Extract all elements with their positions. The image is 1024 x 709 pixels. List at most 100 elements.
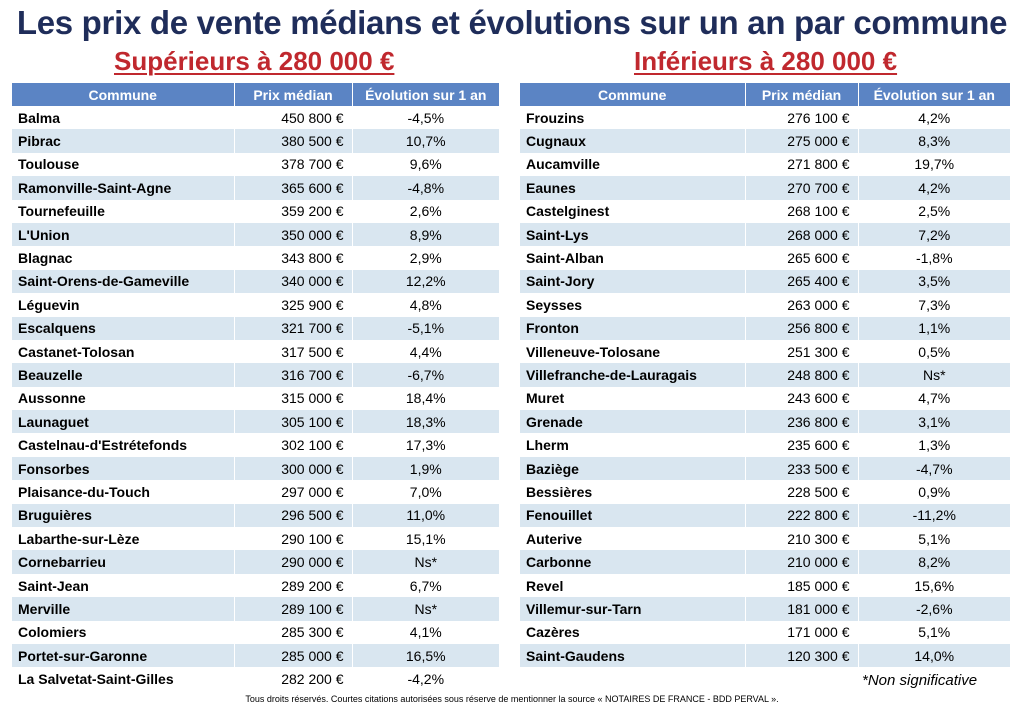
- median-price-cell: 317 500 €: [234, 339, 353, 364]
- commune-cell: Launaguet: [12, 410, 235, 434]
- table-row: Villemur-sur-Tarn 181 000 € -2,6%: [520, 597, 1010, 621]
- table-row: Pibrac 380 500 €10,7%: [12, 129, 499, 153]
- table-row: Castelginest 268 100 €2,5%: [520, 199, 1010, 223]
- commune-cell: Aucamville: [520, 152, 746, 177]
- evolution-cell: 4,2%: [858, 176, 1010, 200]
- commune-cell: Baziège: [520, 456, 746, 481]
- median-price-cell: 243 600 €: [745, 386, 859, 411]
- commune-cell: Revel: [520, 573, 746, 598]
- evolution-cell: -11,2%: [858, 503, 1010, 528]
- table-row: Cornebarrieu 290 000 € Ns*: [12, 550, 499, 574]
- evolution-cell: 5,1%: [858, 620, 1010, 644]
- table-row: Fenouillet 222 800 € -11,2%: [520, 503, 1010, 528]
- commune-cell: Castelnau-d'Estrétefonds: [12, 433, 235, 457]
- table-row: Colomiers 285 300 €4,1%: [12, 620, 499, 644]
- median-price-cell: 222 800 €: [745, 503, 859, 528]
- median-price-cell: 265 400 €: [745, 269, 859, 294]
- left-price-table: Commune Prix médian Évolution sur 1 an B…: [12, 83, 499, 691]
- table-row: Revel 185 000 €15,6%: [520, 573, 1010, 598]
- evolution-cell: -1,8%: [858, 246, 1010, 270]
- commune-cell: Lherm: [520, 433, 746, 457]
- evolution-cell: 3,1%: [858, 410, 1010, 434]
- median-price-cell: 270 700 €: [745, 176, 859, 200]
- evolution-cell: -5,1%: [352, 316, 499, 340]
- table-row: Escalquens 321 700 € -5,1%: [12, 316, 499, 340]
- commune-cell: Eaunes: [520, 176, 746, 200]
- evolution-cell: 8,3%: [858, 129, 1010, 153]
- footnote: *Non significative: [862, 672, 978, 689]
- table-row: Cazères 171 000 €5,1%: [520, 620, 1010, 644]
- table-row: Frouzins 276 100 €4,2%: [520, 106, 1010, 130]
- evolution-cell: 4,2%: [858, 106, 1010, 130]
- evolution-cell: 18,3%: [352, 410, 499, 434]
- table-row: Saint-Alban 265 600 € -1,8%: [520, 246, 1010, 270]
- commune-cell: Beauzelle: [12, 363, 235, 387]
- evolution-cell: 10,7%: [352, 129, 499, 153]
- commune-cell: Saint-Alban: [520, 246, 746, 270]
- evolution-cell: -4,7%: [858, 456, 1010, 481]
- table-row: Bessières 228 500 €0,9%: [520, 480, 1010, 504]
- median-price-cell: 236 800 €: [745, 410, 859, 434]
- table-row: Labarthe-sur-Lèze 290 100 €15,1%: [12, 527, 499, 551]
- commune-cell: Frouzins: [520, 106, 746, 130]
- commune-cell: Cazères: [520, 620, 746, 644]
- median-price-cell: 276 100 €: [745, 106, 859, 130]
- median-price-cell: 378 700 €: [234, 152, 353, 177]
- table-row: Toulouse 378 700 €9,6%: [12, 152, 499, 177]
- commune-cell: Villefranche-de-Lauragais: [520, 363, 746, 387]
- evolution-cell: 18,4%: [352, 386, 499, 411]
- evolution-cell: 17,3%: [352, 433, 499, 457]
- evolution-cell: 4,8%: [352, 293, 499, 317]
- median-price-cell: 316 700 €: [234, 363, 353, 387]
- median-price-cell: 275 000 €: [745, 129, 859, 153]
- median-price-cell: 315 000 €: [234, 386, 353, 411]
- table-row: Carbonne 210 000 €8,2%: [520, 550, 1010, 574]
- commune-cell: Bruguières: [12, 503, 235, 528]
- column-header-commune: Commune: [12, 83, 235, 106]
- table-row: L'Union 350 000 €8,9%: [12, 222, 499, 247]
- evolution-cell: 7,2%: [858, 222, 1010, 247]
- evolution-cell: 16,5%: [352, 643, 499, 668]
- table-row: Tournefeuille 359 200 €2,6%: [12, 199, 499, 223]
- median-price-cell: 120 300 €: [745, 643, 859, 668]
- evolution-cell: 3,5%: [858, 269, 1010, 294]
- commune-cell: L'Union: [12, 222, 235, 247]
- commune-cell: Grenade: [520, 410, 746, 434]
- median-price-cell: 233 500 €: [745, 456, 859, 481]
- median-price-cell: 290 000 €: [234, 550, 353, 574]
- table-row: Muret 243 600 €4,7%: [520, 386, 1010, 411]
- evolution-cell: 2,5%: [858, 199, 1010, 223]
- evolution-cell: 0,5%: [858, 339, 1010, 364]
- table-row: La Salvetat-Saint-Gilles 282 200 € -4,2%: [12, 667, 499, 691]
- median-price-cell: 340 000 €: [234, 269, 353, 294]
- table-row: Villeneuve-Tolosane 251 300 €0,5%: [520, 339, 1010, 364]
- left-table-subtitle: Supérieurs à 280 000 €: [114, 46, 395, 76]
- commune-cell: Bessières: [520, 480, 746, 504]
- median-price-cell: 210 300 €: [745, 527, 859, 551]
- median-price-cell: 248 800 €: [745, 363, 859, 387]
- commune-cell: Balma: [12, 106, 235, 130]
- column-header-median-price: Prix médian: [745, 83, 859, 106]
- median-price-cell: 359 200 €: [234, 199, 353, 223]
- commune-cell: Fenouillet: [520, 503, 746, 528]
- commune-cell: Villemur-sur-Tarn: [520, 597, 746, 621]
- evolution-cell: 8,9%: [352, 222, 499, 247]
- evolution-cell: 7,0%: [352, 480, 499, 504]
- median-price-cell: 365 600 €: [234, 176, 353, 200]
- evolution-cell: -2,6%: [858, 597, 1010, 621]
- commune-cell: Escalquens: [12, 316, 235, 340]
- evolution-cell: 12,2%: [352, 269, 499, 294]
- page-title: Les prix de vente médians et évolutions …: [16, 4, 1008, 41]
- commune-cell: Seysses: [520, 293, 746, 317]
- commune-cell: Colomiers: [12, 620, 235, 644]
- median-price-cell: 289 200 €: [234, 573, 353, 598]
- evolution-cell: -6,7%: [352, 363, 499, 387]
- table-row: Saint-Orens-de-Gameville 340 000 €12,2%: [12, 269, 499, 294]
- table-row: Ramonville-Saint-Agne 365 600 € -4,8%: [12, 176, 499, 200]
- median-price-cell: 171 000 €: [745, 620, 859, 644]
- column-header-commune: Commune: [520, 83, 746, 106]
- median-price-cell: 251 300 €: [745, 339, 859, 364]
- table-row: Merville 289 100 € Ns*: [12, 597, 499, 621]
- median-price-cell: 256 800 €: [745, 316, 859, 340]
- evolution-cell: 5,1%: [858, 527, 1010, 551]
